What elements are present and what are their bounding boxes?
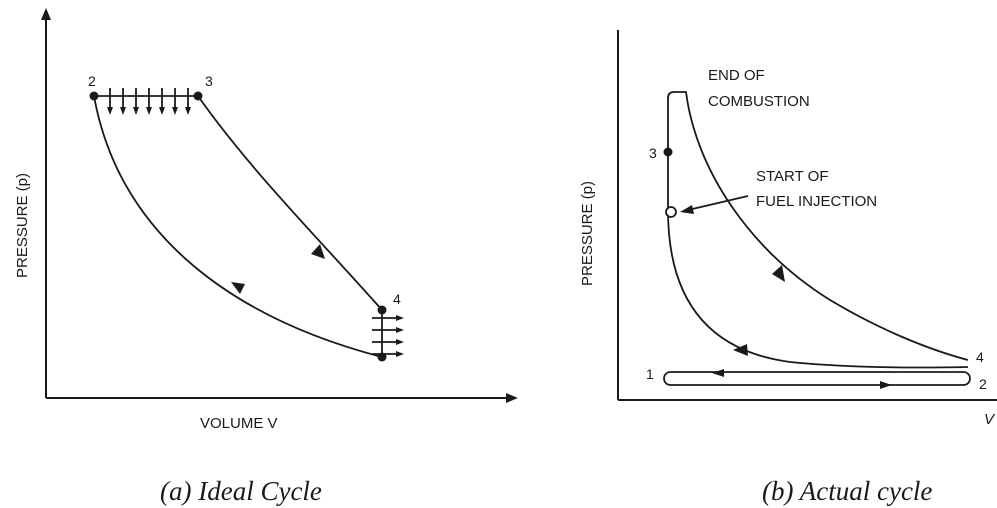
- panel-a-point-2: [89, 91, 99, 101]
- panel-b-fuel-injection-point: [665, 206, 677, 218]
- panel-b-end-combustion-label-1: END OF: [708, 67, 765, 84]
- panel-b-label-point-4: 4: [976, 349, 984, 365]
- panel-a-heat-out-arrows: [372, 315, 404, 357]
- panel-a-heat-in-arrows: [107, 88, 191, 115]
- panel-a-y-axis-arrowhead: [41, 8, 51, 20]
- panel-a-caption: (a) Ideal Cycle: [160, 476, 322, 506]
- panel-b-combustion-spike: [667, 91, 969, 361]
- panel-b-y-axis-label: PRESSURE (p): [579, 181, 596, 286]
- panel-a-label-point-4: 4: [393, 291, 401, 307]
- panel-b-annotation-arrowhead: [680, 205, 694, 214]
- panel-b-fuel-injection-label-2: FUEL INJECTION: [756, 193, 877, 210]
- panel-a-expansion-curve: [197, 95, 383, 311]
- panel-b-label-point-2: 2: [979, 376, 987, 392]
- panel-b-intake-arrow: [712, 369, 724, 377]
- panel-b-x-axis-label: V: [984, 411, 996, 428]
- panel-b-annotation-pointer: [687, 195, 749, 211]
- panel-b-point-3: [663, 147, 673, 157]
- panel-b-expansion-arrow: [772, 265, 785, 282]
- panel-b-label-point-3: 3: [649, 145, 657, 161]
- panel-a-point-3: [193, 91, 203, 101]
- panel-a-ideal-cycle: 2 3 4 PRESSURE (p) VOLUME V (a) Ideal Cy…: [14, 8, 518, 506]
- panel-a-point-4: [377, 305, 387, 315]
- panel-a-y-axis-label: PRESSURE (p): [14, 173, 31, 278]
- panel-b-pumping-loop: [663, 371, 971, 386]
- panel-a-x-axis-arrowhead: [506, 393, 518, 403]
- panel-a-label-point-2: 2: [88, 73, 96, 89]
- panel-a-x-axis-label: VOLUME V: [200, 415, 278, 432]
- panel-b-caption: (b) Actual cycle: [762, 476, 932, 506]
- panel-b-fuel-injection-label-1: START OF: [756, 168, 829, 185]
- panel-a-compression-arrow: [231, 282, 245, 294]
- panel-b-exhaust-arrow: [880, 381, 892, 389]
- panel-b-end-combustion-label-2: COMBUSTION: [708, 93, 810, 110]
- panel-b-actual-cycle: 1 2 3 4 END OF COMBUSTION START OF FUEL …: [579, 30, 997, 506]
- panel-b-compression-arrow: [733, 344, 748, 356]
- panel-a-compression-curve: [93, 95, 383, 358]
- panel-a-point-1: [377, 352, 387, 362]
- panel-a-label-point-3: 3: [205, 73, 213, 89]
- panel-b-label-point-1: 1: [646, 366, 654, 382]
- panel-a-expansion-arrow: [311, 244, 325, 259]
- panel-b-compression-curve: [667, 209, 969, 369]
